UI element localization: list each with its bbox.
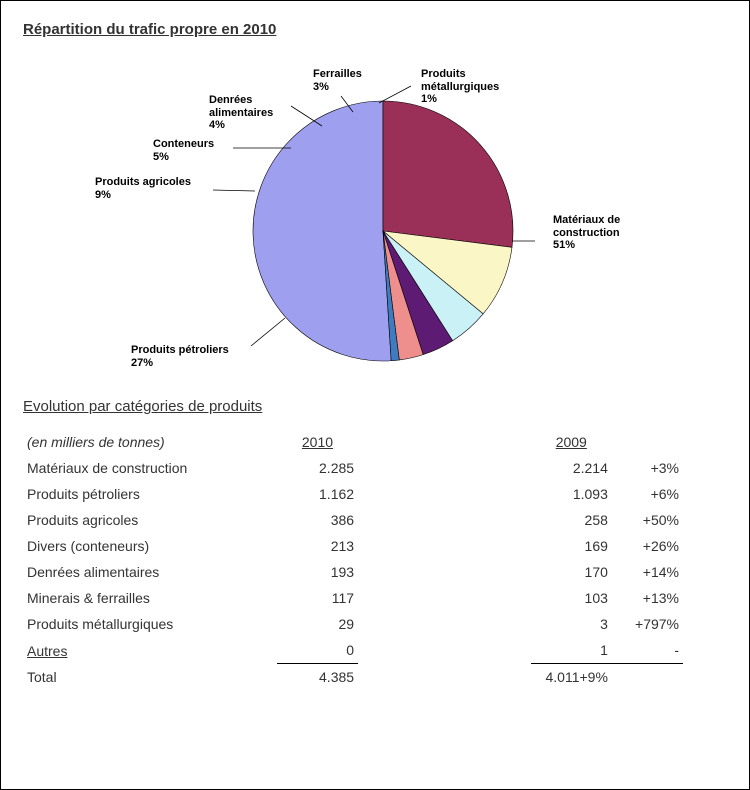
table-cell: - [612,637,683,664]
gap-cell [612,429,683,455]
table-cell: 0 [277,637,358,664]
table-cell: +13% [612,585,683,611]
table-cell: 4.011+9% [531,664,612,691]
row-label: Denrées alimentaires [23,559,277,585]
row-label: Produits métallurgiques [23,611,277,637]
table-cell: +797% [612,611,683,637]
table-row: Total4.385 4.011+9% [23,664,683,691]
table-cell: +14% [612,559,683,585]
table-title: Evolution par catégories de produits [23,398,727,415]
table-cell: 258 [531,507,612,533]
pie-label: Ferrailles3% [313,68,362,93]
gap-cell [358,664,531,691]
leader-line [213,190,255,191]
pie-label: Denréesalimentaires4% [209,94,273,132]
table-row: Produits agricoles386 258+50% [23,507,683,533]
evolution-table: (en milliers de tonnes)20102009Matériaux… [23,429,683,690]
row-label: Divers (conteneurs) [23,533,277,559]
table-cell: 2.214 [531,455,612,481]
gap-cell [358,611,531,637]
table-row: (en milliers de tonnes)2010 2009 [23,429,683,455]
gap-cell [358,637,531,664]
gap-cell [358,559,531,585]
table-cell: 4.385 [277,664,358,691]
table-row: Denrées alimentaires193 170+14% [23,559,683,585]
table-cell: 213 [277,533,358,559]
leader-line [379,86,411,103]
unit-label: (en milliers de tonnes) [23,429,277,455]
pie-chart: Matériaux deconstruction51% Produits pétr… [23,46,723,386]
col-header: 2010 [277,429,358,455]
pie-label: Produits pétroliers27% [131,344,229,369]
table-cell: +3% [612,455,683,481]
table-cell: 1 [531,637,612,664]
pie-label: Conteneurs5% [153,138,214,163]
table-cell: 103 [531,585,612,611]
pie-label: Produitsmétallurgiques1% [421,68,499,106]
row-label: Matériaux de construction [23,455,277,481]
table-row: Autres0 1- [23,637,683,664]
col-header: 2009 [531,429,612,455]
table-row: Produits métallurgiques29 3+797% [23,611,683,637]
table-cell: +50% [612,507,683,533]
table-cell: 169 [531,533,612,559]
chart-title: Répartition du trafic propre en 2010 [23,21,727,38]
gap-cell [358,507,531,533]
row-label: Produits agricoles [23,507,277,533]
table-cell [612,664,683,691]
table-cell: 2.285 [277,455,358,481]
gap-cell [358,455,531,481]
pie-label: Matériaux deconstruction51% [553,214,620,252]
table-cell: 1.093 [531,481,612,507]
leader-line [251,318,285,346]
pie-slice [383,101,513,247]
table-cell: 386 [277,507,358,533]
table-row: Matériaux de construction2.285 2.214+3% [23,455,683,481]
table-row: Divers (conteneurs)213 169+26% [23,533,683,559]
table-row: Minerais & ferrailles117 103+13% [23,585,683,611]
table-cell: 117 [277,585,358,611]
gap-cell [358,429,531,455]
pie-slice [253,101,391,361]
table-cell: 193 [277,559,358,585]
row-label: Minerais & ferrailles [23,585,277,611]
pie-label: Produits agricoles9% [95,176,191,201]
leader-line [291,106,322,126]
row-label: Produits pétroliers [23,481,277,507]
row-label: Total [23,664,277,691]
gap-cell [358,481,531,507]
table-cell: +6% [612,481,683,507]
gap-cell [358,533,531,559]
table-cell: 29 [277,611,358,637]
table-row: Produits pétroliers1.162 1.093+6% [23,481,683,507]
table-cell: +26% [612,533,683,559]
gap-cell [358,585,531,611]
table-cell: 1.162 [277,481,358,507]
row-label: Autres [23,637,277,664]
table-cell: 3 [531,611,612,637]
page-container: Répartition du trafic propre en 2010 Mat… [0,0,750,790]
table-cell: 170 [531,559,612,585]
